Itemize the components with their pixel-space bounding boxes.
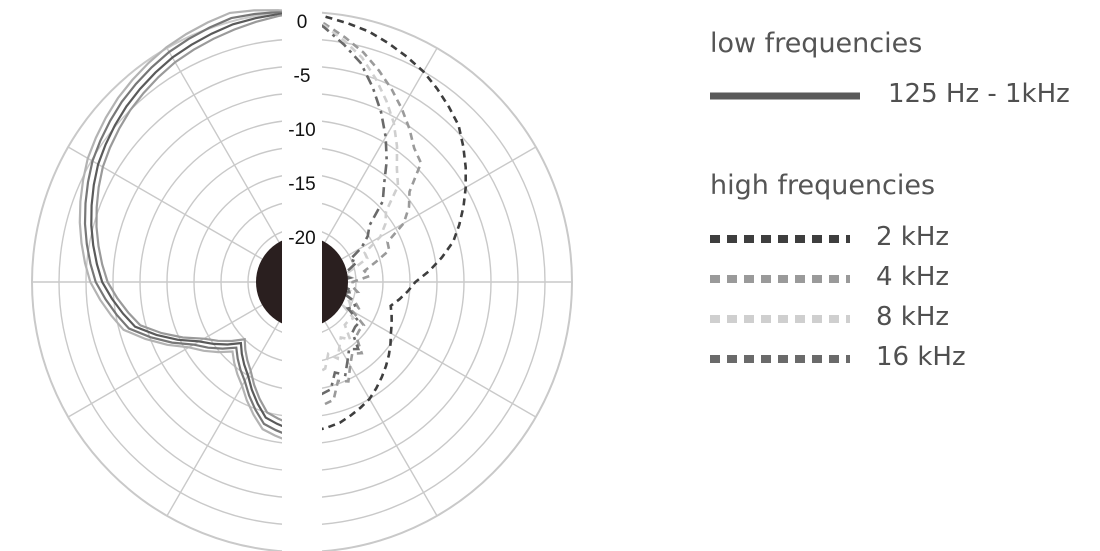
low-frequency-curve [90,10,303,435]
radial-tick-label: -15 [288,174,315,195]
low-frequency-curve [78,9,303,447]
center-dot [256,232,348,332]
radial-tick-label: -10 [288,120,315,141]
low-frequency-curve [83,10,303,441]
legend-heading-high: high frequencies [710,170,936,201]
legend-swatch-4khz [710,275,850,283]
high-frequency-curve-4khz [300,10,423,419]
legend-swatch-8khz [710,315,850,323]
legend-label-4khz: 4 kHz [876,262,950,292]
low-frequency-curve [95,10,303,429]
legend-swatch-2khz [710,235,850,243]
legend-entry-125hz-1khz: 125 Hz - 1kHz [708,79,1088,113]
radial-tick-label: 0 [297,12,308,33]
high-frequency-curve-2khz [301,10,467,435]
legend-label-16khz: 16 kHz [876,342,966,372]
legend-entry-2khz: 2 kHz [708,222,1088,256]
polar-curves [78,9,467,447]
radial-tick-label: -20 [288,228,315,249]
center-dot-gap [282,232,322,332]
legend-swatch-solid [710,92,860,100]
legend-label-8khz: 8 kHz [876,302,950,332]
legend: low frequencies 125 Hz - 1kHz high frequ… [690,0,1100,551]
legend-swatch-16khz [710,355,850,363]
legend-entry-8khz: 8 kHz [708,302,1088,336]
legend-entry-4khz: 4 kHz [708,262,1088,296]
radial-tick-label: -5 [294,66,311,87]
legend-label-low: 125 Hz - 1kHz [888,79,1070,109]
legend-label-2khz: 2 kHz [876,222,950,252]
legend-entry-16khz: 16 kHz [708,342,1088,376]
polar-plot: 0 -5 -10 -15 -20 [31,8,573,551]
high-frequency-curve-8khz [300,10,400,386]
radial-tick-labels: 0 -5 -10 -15 -20 [288,12,315,249]
legend-heading-low: low frequencies [710,28,923,59]
